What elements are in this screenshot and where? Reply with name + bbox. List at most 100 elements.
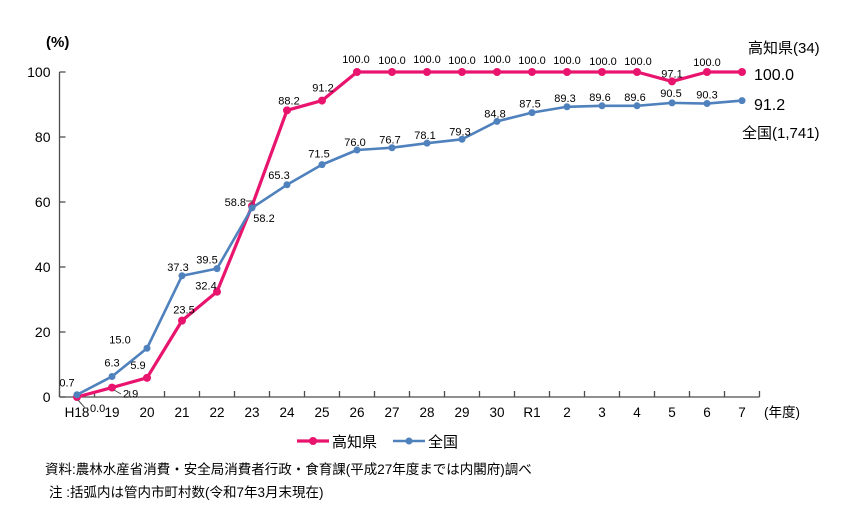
data-point-marker bbox=[353, 146, 361, 154]
legend-zenkoku-marker-icon bbox=[405, 437, 413, 445]
data-label: 5.9 bbox=[130, 360, 145, 372]
bracket-note: 注 :括弧内は管内市町村数(令和7年3月末現在) bbox=[49, 484, 324, 500]
series-zenkoku-final-value-label: 91.2 bbox=[754, 97, 785, 114]
x-axis-unit-label: (年度) bbox=[764, 405, 800, 420]
data-label: 100.0 bbox=[483, 54, 511, 66]
x-tick-label: 26 bbox=[349, 405, 364, 420]
x-tick-label: 6 bbox=[703, 405, 711, 420]
data-point-marker bbox=[563, 103, 571, 111]
data-label: 100.0 bbox=[693, 57, 721, 69]
legend: 高知県 全国 bbox=[297, 433, 458, 451]
data-label: 0.0 bbox=[90, 403, 105, 415]
x-tick-label: 2 bbox=[563, 405, 571, 420]
data-point-marker bbox=[108, 373, 116, 381]
data-label: 89.3 bbox=[554, 93, 575, 105]
y-tick-label: 20 bbox=[35, 324, 51, 340]
series-line-1 bbox=[75, 99, 744, 397]
x-tick-label: H18 bbox=[65, 405, 90, 420]
data-label: 58.2 bbox=[253, 213, 274, 225]
series-line-0 bbox=[75, 70, 744, 399]
data-label: 76.7 bbox=[379, 135, 400, 147]
data-label: 79.3 bbox=[449, 126, 470, 138]
data-label: 87.5 bbox=[519, 99, 540, 111]
x-tick-label: 29 bbox=[454, 405, 469, 420]
y-axis-unit-label: (%) bbox=[46, 34, 69, 51]
data-label: 58.8 bbox=[225, 197, 246, 209]
data-point-marker bbox=[248, 204, 256, 212]
data-point-marker bbox=[283, 181, 291, 189]
data-label: 15.0 bbox=[109, 334, 130, 346]
data-label: 100.0 bbox=[342, 54, 370, 66]
y-tick-label: 80 bbox=[35, 129, 51, 145]
x-tick-label: 28 bbox=[419, 405, 434, 420]
data-point-marker bbox=[388, 68, 396, 76]
data-point-marker bbox=[213, 287, 221, 296]
y-tick-label: 0 bbox=[43, 389, 51, 405]
data-point-marker bbox=[143, 344, 151, 352]
data-point-marker bbox=[493, 68, 501, 76]
y-tick-label: 40 bbox=[35, 259, 51, 275]
x-tick-label: 30 bbox=[489, 405, 504, 420]
data-label: 100.0 bbox=[589, 56, 617, 68]
data-label: 100.0 bbox=[378, 55, 406, 67]
data-point-marker bbox=[318, 161, 326, 169]
data-point-marker bbox=[213, 265, 221, 273]
data-label: 97.1 bbox=[661, 68, 682, 80]
data-label: 76.0 bbox=[344, 137, 365, 149]
x-tick-label: 23 bbox=[244, 405, 259, 420]
data-label: 89.6 bbox=[589, 92, 610, 104]
data-label: 100.0 bbox=[553, 55, 581, 67]
data-label: 39.5 bbox=[196, 255, 217, 267]
data-point-marker bbox=[668, 77, 676, 86]
data-label: 71.5 bbox=[308, 149, 329, 161]
data-label: 100.0 bbox=[624, 56, 652, 68]
data-label: 88.2 bbox=[278, 95, 299, 107]
data-point-marker bbox=[598, 102, 606, 110]
x-tick-label: 25 bbox=[314, 405, 329, 420]
data-label: 32.4 bbox=[195, 281, 216, 293]
data-label: 100.0 bbox=[413, 54, 441, 66]
series-kochi-final-value-label: 100.0 bbox=[754, 67, 794, 84]
data-label: 37.3 bbox=[167, 262, 188, 274]
x-tick-label: 21 bbox=[174, 405, 189, 420]
data-label: 78.1 bbox=[414, 130, 435, 142]
legend-zenkoku-label: 全国 bbox=[428, 433, 458, 451]
data-label: 65.3 bbox=[268, 170, 289, 182]
x-tick-label: 3 bbox=[598, 405, 606, 420]
data-label: 100.0 bbox=[518, 55, 546, 67]
legend-kochi-label: 高知県 bbox=[332, 434, 377, 451]
data-point-marker bbox=[178, 316, 186, 325]
data-point-marker bbox=[703, 68, 711, 76]
data-point-marker bbox=[318, 96, 326, 105]
data-point-marker bbox=[738, 68, 746, 76]
x-tick-label: 22 bbox=[209, 405, 224, 420]
data-label: 84.8 bbox=[484, 108, 505, 120]
data-point-marker bbox=[668, 99, 676, 107]
x-tick-label: 19 bbox=[104, 405, 119, 420]
data-point-marker bbox=[423, 68, 431, 76]
series-zenkoku-name-annotation: 全国(1,741) bbox=[742, 124, 820, 142]
y-tick-label: 100 bbox=[27, 64, 51, 80]
x-tick-label: 24 bbox=[279, 405, 295, 420]
x-tick-label: 27 bbox=[384, 405, 399, 420]
data-point-marker bbox=[528, 68, 536, 76]
data-label: 89.6 bbox=[624, 92, 645, 104]
data-point-marker bbox=[598, 68, 606, 76]
x-tick-label: R1 bbox=[523, 405, 540, 420]
data-label: 6.3 bbox=[104, 358, 119, 370]
legend-kochi-marker-icon bbox=[309, 437, 317, 445]
data-point-marker bbox=[423, 139, 431, 147]
data-point-marker bbox=[178, 272, 186, 280]
label-leader-line bbox=[246, 200, 253, 205]
series-kochi-name-annotation: 高知県(34) bbox=[748, 40, 820, 57]
x-tick-label: 5 bbox=[668, 405, 676, 420]
x-tick-label: 4 bbox=[633, 405, 641, 420]
x-tick-label: 7 bbox=[738, 405, 746, 420]
data-label: 23.5 bbox=[173, 305, 194, 317]
data-label: 0.7 bbox=[59, 378, 74, 390]
data-point-marker bbox=[108, 383, 116, 392]
data-point-marker bbox=[458, 68, 466, 76]
data-point-marker bbox=[388, 144, 396, 152]
